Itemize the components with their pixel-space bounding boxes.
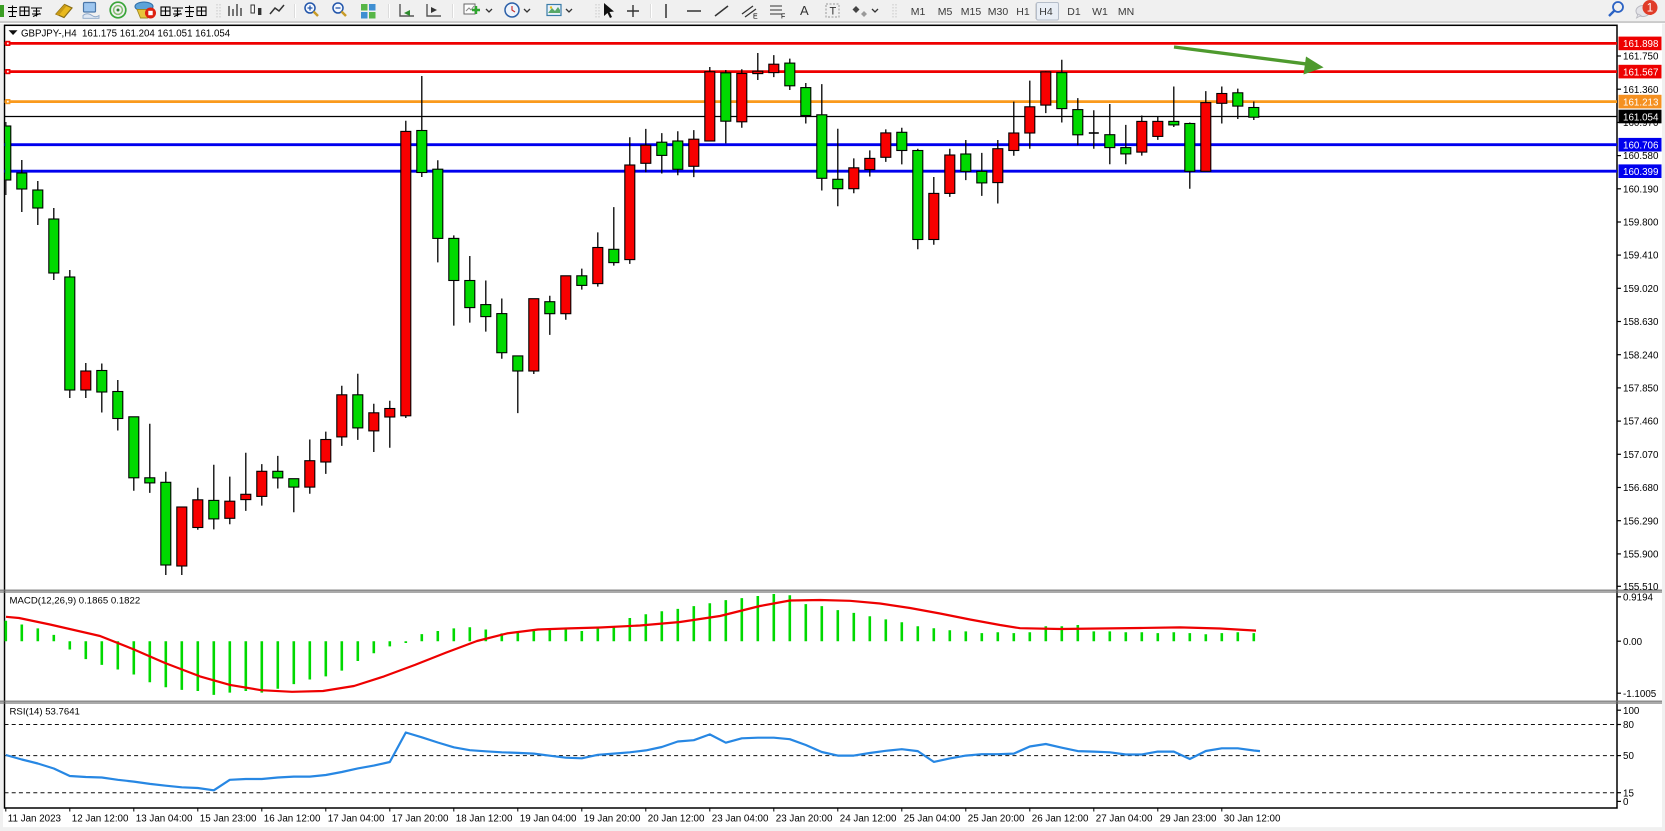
- svg-text:161.567: 161.567: [1623, 67, 1658, 78]
- svg-text:M30: M30: [988, 6, 1009, 18]
- svg-text:80: 80: [1623, 720, 1634, 731]
- svg-text:13 Jan 04:00: 13 Jan 04:00: [136, 814, 193, 825]
- svg-text:161.360: 161.360: [1623, 85, 1659, 96]
- svg-text:15: 15: [1623, 788, 1634, 799]
- svg-text:157.070: 157.070: [1623, 450, 1659, 461]
- svg-text:20 Jan 12:00: 20 Jan 12:00: [648, 814, 705, 825]
- svg-text:24 Jan 12:00: 24 Jan 12:00: [840, 814, 897, 825]
- svg-text:F: F: [781, 14, 785, 21]
- svg-text:0: 0: [1623, 797, 1629, 808]
- svg-text:H4: H4: [1039, 6, 1053, 18]
- svg-text:29 Jan 23:00: 29 Jan 23:00: [1160, 814, 1217, 825]
- svg-text:MACD(12,26,9) 0.1865 0.1822: MACD(12,26,9) 0.1865 0.1822: [10, 596, 141, 607]
- svg-text:160.399: 160.399: [1623, 167, 1658, 178]
- svg-text:155.510: 155.510: [1623, 582, 1659, 593]
- svg-text:12 Jan 12:00: 12 Jan 12:00: [72, 814, 129, 825]
- svg-text:19 Jan 20:00: 19 Jan 20:00: [584, 814, 641, 825]
- svg-text:158.240: 158.240: [1623, 350, 1659, 361]
- svg-text:155.900: 155.900: [1623, 550, 1659, 561]
- svg-text:161.898: 161.898: [1623, 39, 1659, 50]
- svg-text:30 Jan 12:00: 30 Jan 12:00: [1224, 814, 1281, 825]
- svg-text:160.970: 160.970: [1623, 118, 1659, 129]
- svg-text:159.020: 159.020: [1623, 284, 1659, 295]
- svg-text:17 Jan 04:00: 17 Jan 04:00: [328, 814, 385, 825]
- svg-text:25 Jan 20:00: 25 Jan 20:00: [968, 814, 1025, 825]
- svg-text:160.190: 160.190: [1623, 184, 1659, 195]
- svg-text:16 Jan 12:00: 16 Jan 12:00: [264, 814, 321, 825]
- svg-text:-1.1005: -1.1005: [1623, 689, 1657, 700]
- svg-text:159.410: 159.410: [1623, 251, 1659, 262]
- svg-text:E: E: [753, 14, 758, 21]
- svg-text:A: A: [800, 3, 809, 18]
- svg-text:0.9194: 0.9194: [1623, 592, 1654, 603]
- svg-text:1: 1: [1647, 3, 1653, 15]
- svg-text:19 Jan 04:00: 19 Jan 04:00: [520, 814, 577, 825]
- svg-text:MN: MN: [1118, 6, 1134, 18]
- svg-text:15 Jan 23:00: 15 Jan 23:00: [200, 814, 257, 825]
- svg-text:157.460: 157.460: [1623, 417, 1659, 428]
- svg-text:M15: M15: [961, 6, 982, 18]
- svg-text:0.00: 0.00: [1623, 637, 1643, 648]
- svg-text:25 Jan 04:00: 25 Jan 04:00: [904, 814, 961, 825]
- svg-text:11 Jan 2023: 11 Jan 2023: [8, 814, 62, 825]
- svg-text:18 Jan 12:00: 18 Jan 12:00: [456, 814, 513, 825]
- svg-text:161.213: 161.213: [1623, 97, 1659, 108]
- svg-text:23 Jan 20:00: 23 Jan 20:00: [776, 814, 833, 825]
- svg-text:27 Jan 04:00: 27 Jan 04:00: [1096, 814, 1153, 825]
- svg-text:50: 50: [1623, 751, 1634, 762]
- svg-text:161.750: 161.750: [1623, 52, 1659, 63]
- svg-text:17 Jan 20:00: 17 Jan 20:00: [392, 814, 449, 825]
- svg-text:157.850: 157.850: [1623, 384, 1659, 395]
- svg-text:23 Jan 04:00: 23 Jan 04:00: [712, 814, 769, 825]
- svg-text:100: 100: [1623, 706, 1640, 717]
- svg-text:156.290: 156.290: [1623, 516, 1659, 527]
- svg-text:161.054: 161.054: [1623, 112, 1659, 123]
- svg-text:GBPJPY-,H4 161.175 161.204 16: GBPJPY-,H4 161.175 161.204 161.051 161.0…: [21, 29, 231, 40]
- svg-text:26 Jan 12:00: 26 Jan 12:00: [1032, 814, 1089, 825]
- svg-text:RSI(14) 53.7641: RSI(14) 53.7641: [10, 707, 80, 718]
- svg-text:W1: W1: [1092, 6, 1108, 18]
- svg-text:M1: M1: [911, 6, 926, 18]
- svg-text:156.680: 156.680: [1623, 483, 1659, 494]
- svg-text:160.580: 160.580: [1623, 151, 1659, 162]
- svg-text:159.800: 159.800: [1623, 218, 1659, 229]
- svg-text:H1: H1: [1016, 6, 1030, 18]
- svg-text:T: T: [830, 6, 837, 18]
- svg-text:160.706: 160.706: [1623, 141, 1659, 152]
- svg-text:D1: D1: [1067, 6, 1081, 18]
- svg-text:M5: M5: [938, 6, 953, 18]
- svg-text:158.630: 158.630: [1623, 317, 1659, 328]
